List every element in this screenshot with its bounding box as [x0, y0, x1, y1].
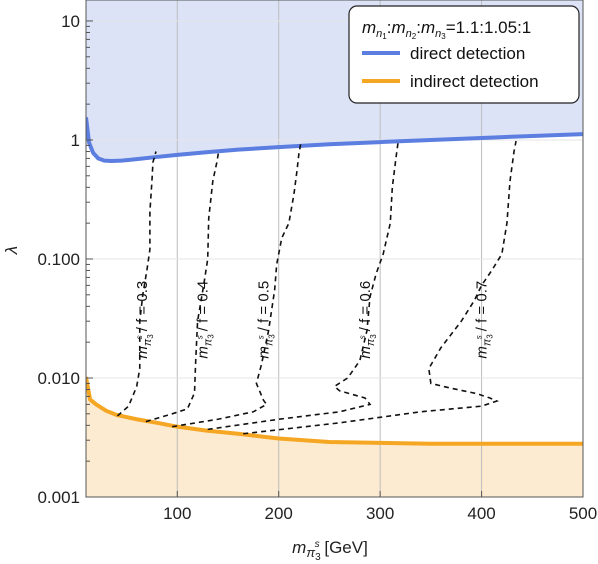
contour-f-0.5 — [172, 141, 302, 428]
legend-title: mn1:mn2:mn3=1.1:1.05:1 — [362, 18, 531, 41]
y-tick-label: 0.001 — [37, 488, 80, 507]
y-tick-label: 0.100 — [37, 250, 80, 269]
contour-f-0.7 — [243, 140, 517, 435]
legend: mn1:mn2:mn3=1.1:1.05:1 direct detection … — [348, 5, 580, 104]
contour-label-f-0.5: mπ3s/ f = 0.5 — [256, 281, 277, 359]
legend-label-indirect: indirect detection — [410, 72, 539, 91]
x-tick-label: 400 — [467, 504, 495, 523]
x-tick-label: 300 — [366, 504, 394, 523]
y-tick-label: 10 — [61, 12, 80, 31]
contour-label-f-0.4: mπ3s/ f = 0.4 — [195, 281, 216, 359]
indirect-detection-excluded-region — [86, 376, 583, 497]
plot-frame — [85, 0, 584, 498]
x-axis-label: mπ3s [GeV] — [292, 538, 368, 563]
contour-f-0.3 — [116, 151, 157, 417]
contour-f-0.6 — [207, 139, 400, 431]
y-tick-label: 0.010 — [37, 369, 80, 388]
direct-detection-line — [86, 117, 583, 164]
contour-label-f-0.7: mπ3s/ f = 0.7 — [474, 281, 495, 359]
contour-label-f-0.3: mπ3s/ f = 0.3 — [134, 281, 155, 359]
x-tick-label: 500 — [569, 504, 597, 523]
legend-box — [348, 5, 580, 104]
x-tick-label: 200 — [265, 504, 293, 523]
contour-label-f-0.6: mπ3s/ f = 0.6 — [357, 281, 378, 359]
contour-f-0.4 — [145, 150, 220, 423]
y-axis-label: λ — [2, 246, 21, 255]
y-tick-label: 1 — [71, 131, 80, 150]
indirect-detection-line — [86, 376, 583, 446]
legend-label-direct: direct detection — [410, 44, 525, 63]
x-tick-label: 100 — [163, 504, 191, 523]
